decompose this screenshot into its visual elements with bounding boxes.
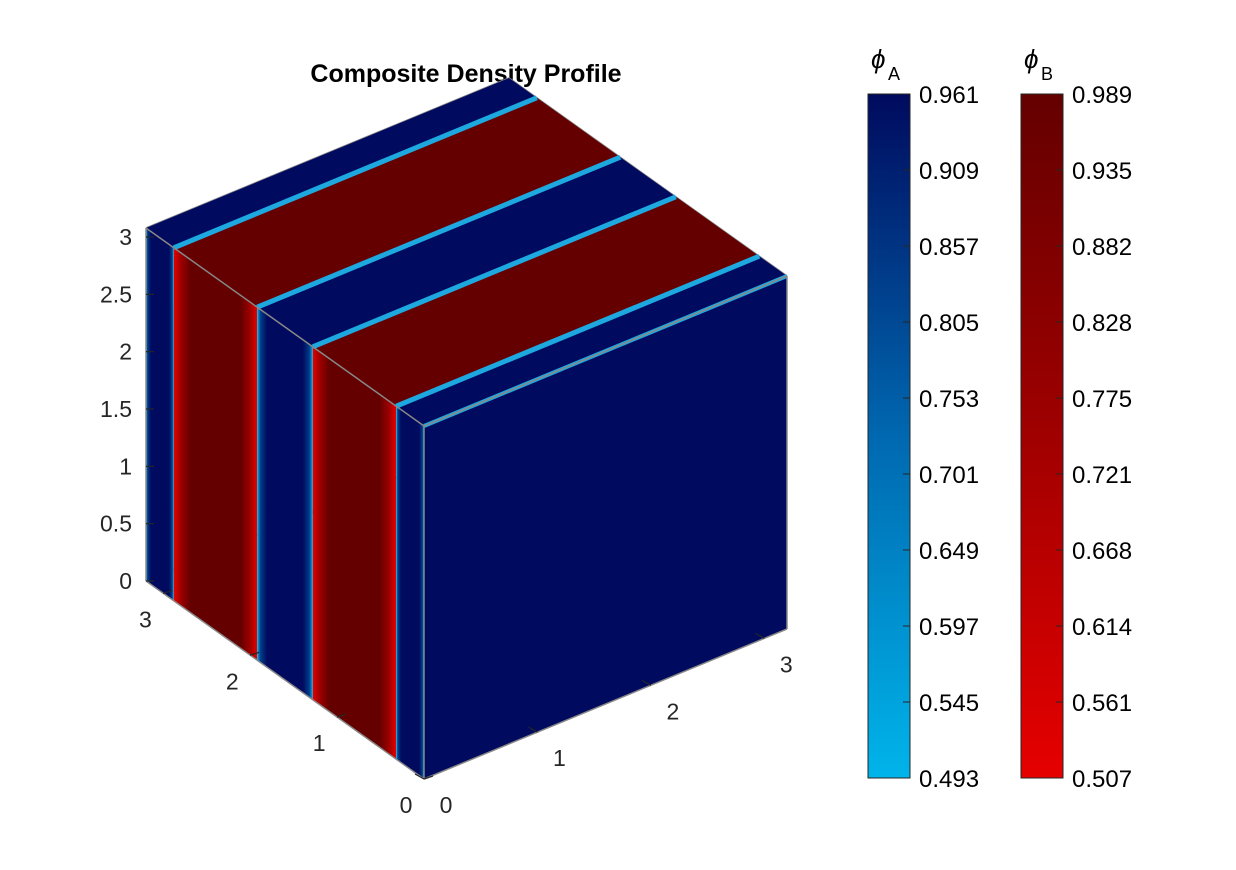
- z-tick-label-6: 3: [119, 224, 132, 250]
- right-tick-label-2: 2: [666, 698, 679, 724]
- right-tick-mark-1: [528, 726, 538, 733]
- phi_A-tick-label-6: 0.649: [919, 538, 979, 565]
- left-face-stripe-2: [257, 307, 313, 700]
- phi_A-label: ϕ: [871, 44, 885, 74]
- top-face-stripe-4: [396, 256, 787, 426]
- volume-slices: [146, 78, 788, 779]
- top-interface-2: [256, 154, 622, 310]
- phi_B-subscript: B: [1041, 64, 1053, 84]
- colorbar-phi-b: 0.989 0.935 0.882 0.828 0.775 0.721 0.668 0.614…: [1020, 44, 1132, 793]
- left-tick-label-2: 2: [226, 668, 239, 694]
- phi_B-tick-label-5: 0.721: [1072, 462, 1132, 489]
- right-tick-label-1: 1: [553, 745, 566, 771]
- z-tick-label-3: 1.5: [100, 396, 132, 422]
- phi_A-tick-label-9: 0.493: [919, 766, 979, 793]
- phi_A-tick-label-1: 0.909: [919, 158, 979, 185]
- phi_B-tick-label-1: 0.935: [1072, 158, 1132, 185]
- z-tick-label-1: 0.5: [100, 511, 132, 537]
- top-face-stripe-1: [173, 97, 621, 308]
- front-edge-5: [145, 580, 425, 780]
- left-face-stripe-3: [312, 346, 397, 760]
- phi_A-tick-label-4: 0.753: [919, 386, 979, 413]
- left-face-stripe-0: [146, 228, 174, 601]
- phi_A-tick-label-3: 0.805: [919, 310, 979, 337]
- left-tick-mark-1: [336, 713, 347, 718]
- phi_B-tick-label-0: 0.989: [1072, 82, 1132, 109]
- right-floor-axis: 0 1 2 3: [414, 632, 793, 818]
- z-axis: 0 0.5 1 1.5 2 2.5 3: [100, 224, 154, 594]
- phi_A-tick-label-7: 0.597: [919, 614, 979, 641]
- phi_A-subscript: A: [888, 64, 900, 84]
- z-tick-label-4: 2: [119, 339, 132, 365]
- box-front-edges: [145, 227, 788, 780]
- phi_A-gradient-bar: [867, 93, 911, 779]
- right-tick-mark-3: [755, 632, 765, 639]
- phi_B-tick-label-9: 0.507: [1072, 766, 1132, 793]
- front-edge-6: [423, 628, 788, 780]
- phi_A-tick-label-2: 0.857: [919, 234, 979, 261]
- phi_B-tick-label-3: 0.828: [1072, 310, 1132, 337]
- left-tick-mark-2: [250, 651, 260, 656]
- left-face-stripe-1: [173, 247, 258, 661]
- phi_B-tick-label-8: 0.561: [1072, 690, 1132, 717]
- phi_B-tick-label-4: 0.775: [1072, 386, 1132, 413]
- top-interface-1: [172, 95, 538, 251]
- right-tick-label-3: 3: [780, 651, 793, 677]
- left-floor-axis: 0 1 2 3: [139, 589, 434, 818]
- top-face-stripe-3: [312, 196, 760, 407]
- front-face: [424, 276, 787, 779]
- phi_B-tick-label-2: 0.882: [1072, 234, 1132, 261]
- left-tick-label-3: 3: [139, 606, 152, 632]
- phi_B-tick-label-6: 0.668: [1072, 538, 1132, 565]
- phi_B-gradient-bar: [1020, 93, 1064, 779]
- phi_B-tick-label-7: 0.614: [1072, 614, 1132, 641]
- right-tick-mark-0: [414, 773, 425, 780]
- right-tick-label-0: 0: [440, 792, 453, 818]
- front-edge-0: [145, 227, 425, 427]
- z-tick-label-2: 1: [119, 453, 132, 479]
- phi_A-tick-label-8: 0.545: [919, 690, 979, 717]
- top-face-stripe-0: [146, 78, 537, 248]
- phi_A-tick-label-0: 0.961: [919, 82, 979, 109]
- left-tick-label-0: 0: [400, 792, 413, 818]
- left-tick-mark-0: [423, 775, 434, 780]
- colorbar-phi-a: 0.961 0.909 0.857 0.805 0.753 0.701 0.649 0.597…: [867, 44, 979, 793]
- top-face-stripe-2: [257, 157, 676, 347]
- front-edge-1: [423, 275, 788, 427]
- left-tick-mark-3: [163, 589, 173, 594]
- left-tick-label-1: 1: [313, 730, 326, 756]
- top-interface-3: [311, 194, 677, 350]
- phi_B-label: ϕ: [1024, 44, 1038, 74]
- right-tick-mark-2: [641, 679, 652, 686]
- top-interface-4: [395, 253, 761, 409]
- z-tick-label-0: 0: [119, 568, 132, 594]
- chart-title: Composite Density Profile: [310, 60, 621, 88]
- left-face-stripe-4: [396, 406, 424, 779]
- phi_A-tick-label-5: 0.701: [919, 462, 979, 489]
- z-tick-label-5: 2.5: [100, 281, 132, 307]
